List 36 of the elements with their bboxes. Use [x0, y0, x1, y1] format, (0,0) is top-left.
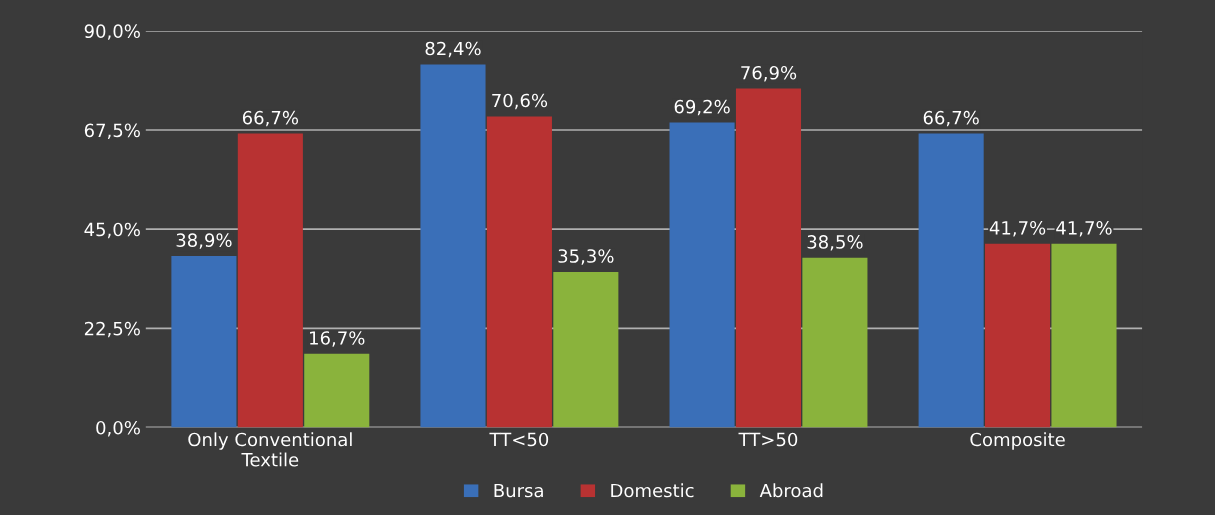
bar: [918, 133, 984, 428]
data-label: 16,7%: [310, 331, 365, 347]
bar: [553, 271, 619, 428]
x-tick-label: TT>50: [738, 432, 798, 447]
data-label: 70,6%: [492, 93, 548, 110]
data-label: 35,3%: [558, 249, 614, 265]
y-tick-label: 67,5%: [84, 123, 140, 139]
bar: [304, 353, 370, 428]
legend-label: Abroad: [759, 483, 823, 498]
bar: [486, 116, 552, 428]
bar: [420, 64, 486, 428]
x-tick-label: TT<50: [489, 432, 549, 447]
bar: [735, 88, 802, 428]
legend-label: Bursa: [494, 483, 543, 498]
bar: [171, 256, 237, 428]
data-label: 76,9%: [741, 65, 797, 82]
bar: [669, 122, 735, 428]
legend-label: Domestic: [611, 483, 694, 498]
data-label: 41,7%: [1056, 221, 1112, 237]
data-label: 69,2%: [674, 99, 730, 116]
bar: [1051, 243, 1117, 428]
y-tick-label: 22,5%: [84, 321, 140, 338]
y-tick-label: 90,0%: [84, 24, 140, 40]
data-label: 66,7%: [242, 110, 299, 127]
y-tick-label: 0,0%: [96, 420, 140, 437]
bar: [237, 133, 303, 428]
y-tick-label: 45,0%: [84, 222, 140, 239]
data-label: 38,9%: [176, 233, 232, 249]
x-tick-label: Only Conventional Textile: [188, 432, 352, 467]
x-tick-label: Composite: [970, 432, 1065, 450]
data-label: 41,7%: [989, 221, 1046, 237]
data-label: 38,5%: [807, 235, 863, 251]
bar: [985, 243, 1051, 428]
bar: [802, 257, 868, 428]
data-label: 82,4%: [425, 41, 481, 58]
data-label: 66,7%: [923, 110, 979, 127]
